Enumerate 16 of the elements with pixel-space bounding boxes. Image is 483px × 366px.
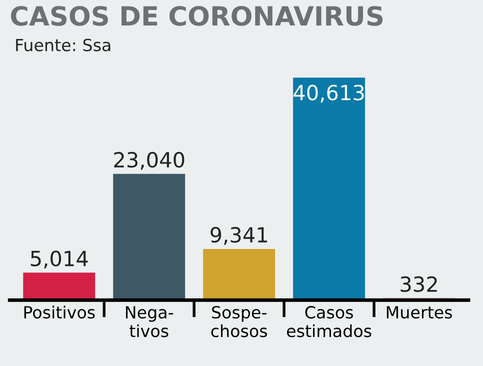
x-tick-label: Nega- tivos: [126, 306, 174, 338]
bar: [23, 272, 96, 300]
data-label: 5,014: [30, 250, 88, 269]
chart-title: CASOS DE CORONAVIRUS: [10, 6, 383, 26]
data-label: 332: [400, 276, 437, 292]
x-tick-label: Positivos: [24, 306, 95, 319]
bar: [113, 174, 186, 300]
data-label: 23,040: [114, 152, 184, 170]
bar: [293, 78, 366, 300]
x-tick-label: Muertes: [386, 306, 452, 319]
x-tick-label: Sospe- chosos: [211, 306, 268, 338]
bar: [203, 248, 276, 300]
data-label: 40,613: [294, 84, 364, 103]
chart-subtitle: Fuente: Ssa: [16, 38, 110, 52]
x-tick-label: Casos estimados: [286, 306, 372, 338]
data-label: 9,341: [210, 226, 267, 245]
